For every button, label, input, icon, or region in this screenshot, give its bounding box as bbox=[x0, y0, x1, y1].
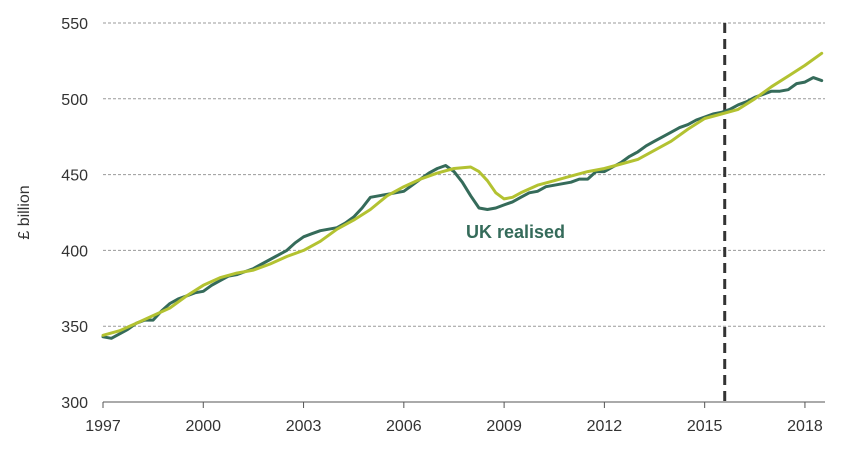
x-tick-label: 2003 bbox=[286, 418, 322, 435]
series-lines bbox=[101, 51, 824, 340]
x-tick-label: 2000 bbox=[185, 418, 221, 435]
series-line-trend bbox=[101, 51, 824, 337]
x-tick-labels: 1997 2000 2003 2006 2009 2012 2015 2018 bbox=[85, 402, 823, 435]
x-tick-label: 2015 bbox=[687, 418, 723, 435]
x-tick-label: 2006 bbox=[386, 418, 422, 435]
x-tick-label: 2009 bbox=[486, 418, 522, 435]
y-tick-labels: 300 350 400 450 500 550 bbox=[61, 16, 88, 412]
y-tick-label: 550 bbox=[61, 16, 88, 33]
x-tick-label: 2012 bbox=[587, 418, 623, 435]
x-tick-label: 2018 bbox=[787, 418, 823, 435]
y-tick-label: 400 bbox=[61, 243, 88, 260]
gridlines bbox=[103, 22, 825, 327]
series-line-uk-realised bbox=[101, 76, 824, 340]
y-tick-label: 350 bbox=[61, 319, 88, 336]
x-tick-label: 1997 bbox=[85, 418, 121, 435]
uk-realised-label: UK realised bbox=[466, 222, 565, 242]
y-axis-title: £ billion bbox=[16, 185, 33, 239]
y-tick-label: 500 bbox=[61, 92, 88, 109]
y-tick-label: 300 bbox=[61, 395, 88, 412]
y-tick-label: 450 bbox=[61, 168, 88, 185]
